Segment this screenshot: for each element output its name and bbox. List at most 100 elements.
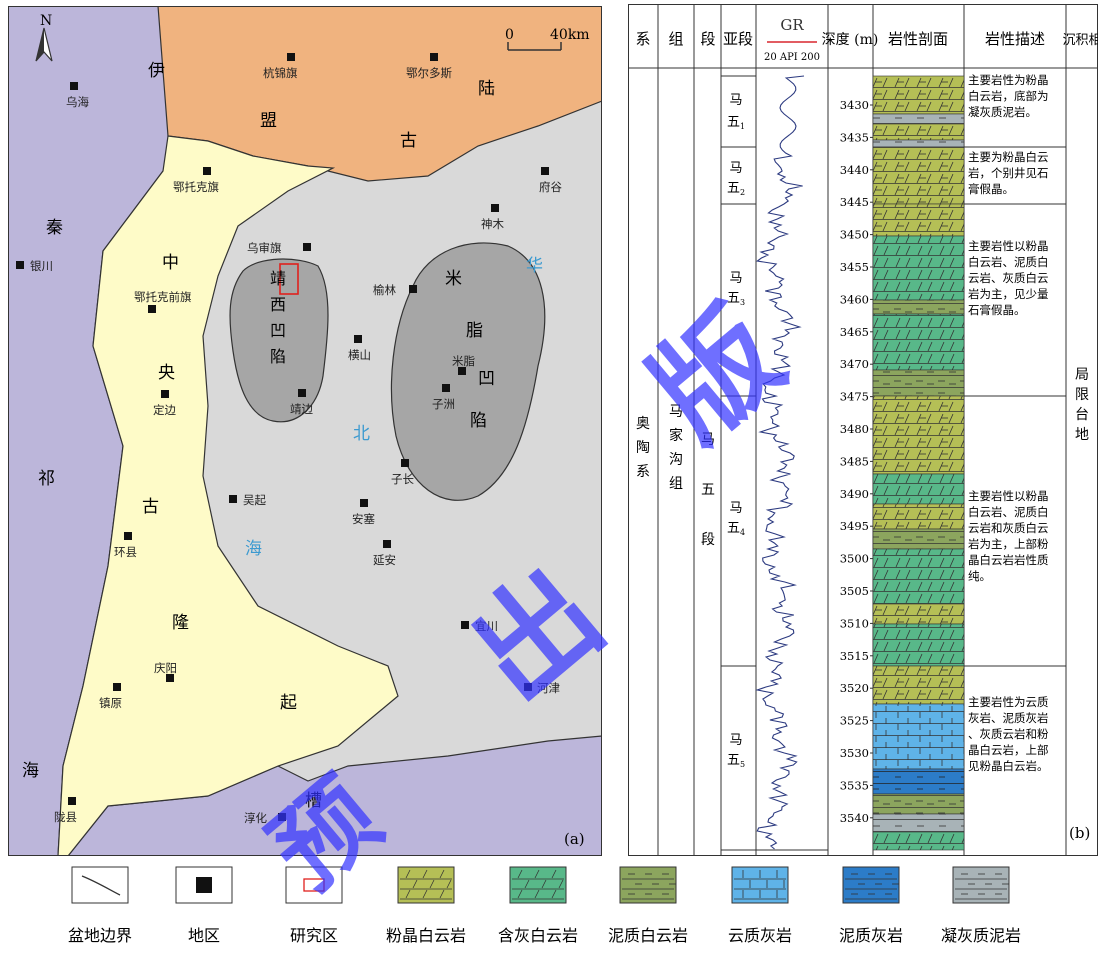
city-label: 吴起	[243, 493, 266, 507]
lithology-bed	[872, 603, 965, 625]
region-char: 米	[445, 269, 462, 289]
lithology-bed	[872, 623, 965, 667]
legend-item: 地区	[175, 866, 233, 945]
header-duan: 段	[700, 30, 715, 48]
region-char: 盟	[260, 111, 277, 131]
city-marker-icon	[161, 390, 169, 398]
city-label: 庆阳	[154, 661, 177, 675]
strat-name-char: 组	[669, 476, 683, 492]
depth-tick-label: 3490	[840, 487, 869, 501]
legend-item: 泥质白云岩	[608, 866, 688, 945]
lithology-bed	[872, 703, 965, 770]
legend-swatch-icon	[285, 866, 343, 904]
city-marker-icon	[383, 540, 391, 548]
header-profile: 岩性剖面	[888, 30, 948, 48]
lithology-profile	[872, 75, 965, 851]
lithology-description-line: 、灰质云岩和粉	[968, 727, 1049, 741]
city-marker-icon	[203, 167, 211, 175]
lithology-bed	[872, 395, 965, 475]
facies-char: 局	[1075, 367, 1089, 383]
legend-label: 盆地边界	[68, 926, 132, 945]
legend-item: 含灰白云岩	[498, 866, 578, 945]
region-char-blue: 海	[245, 539, 262, 559]
central-ancient-uplift	[57, 135, 399, 856]
lithology-description-line: 主要岩性为云质	[968, 695, 1049, 709]
lithology-bed	[872, 503, 965, 530]
city-marker-icon	[409, 285, 417, 293]
depth-tick-label: 3440	[840, 163, 869, 177]
city-marker-icon	[491, 204, 499, 212]
legend-label: 粉晶白云岩	[386, 926, 466, 945]
legend-item: 凝灰质泥岩	[941, 866, 1021, 945]
lithology-bed	[872, 299, 965, 315]
study-area-box	[279, 263, 299, 295]
city-marker-icon	[287, 53, 295, 61]
jingxi-label: 靖西凹陷	[270, 269, 286, 366]
legend-label: 地区	[188, 926, 220, 945]
lithology-bed	[872, 813, 965, 833]
region-char: 隆	[172, 613, 189, 633]
region-char: 海	[22, 761, 39, 781]
city-label: 河津	[537, 681, 560, 695]
legend-swatch-icon	[842, 866, 900, 904]
city-label: 神木	[481, 217, 504, 231]
lithology-bed	[872, 528, 965, 550]
city-label: 环县	[114, 545, 137, 559]
city-marker-icon	[16, 261, 24, 269]
subsection-label: 马	[729, 93, 742, 108]
city-marker-icon	[70, 82, 78, 90]
scale-bar	[507, 42, 562, 51]
lithology-description-line: 云岩和灰质白云	[968, 521, 1049, 535]
subsection-label: 马	[729, 161, 742, 176]
lithology-description-line: 白云岩，底部为	[968, 89, 1049, 103]
column-panel-label: (b)	[1069, 824, 1090, 842]
city-label: 乌海	[66, 95, 89, 109]
mizhi-depression	[390, 242, 546, 501]
gr-log-curve	[755, 75, 805, 850]
legend-swatch-icon	[397, 866, 455, 904]
depth-tick-label: 3470	[840, 357, 869, 371]
depth-tick-label: 3455	[840, 260, 869, 274]
city-marker-icon	[124, 532, 132, 540]
depth-tick-label: 3510	[840, 616, 869, 630]
region-char: 央	[158, 363, 175, 383]
legend-item: 泥质灰岩	[839, 866, 903, 945]
strat-name-char: 系	[636, 464, 650, 480]
lithology-description-line: 主要岩性以粉晶	[968, 239, 1049, 253]
lithology-description-line: 岩为主，上部粉	[968, 537, 1049, 551]
strat-name-char: 马	[669, 404, 683, 420]
stratigraphic-column-panel: 系 组 段 亚段 GR 20 API 200 深度 (m) 岩性剖面 岩性描述 …	[628, 4, 1101, 856]
city-marker-icon	[166, 674, 174, 682]
city-label: 鄂尔多斯	[406, 66, 452, 80]
city-label: 鄂托克旗	[173, 180, 219, 194]
region-char: 凹	[478, 369, 495, 389]
subsection-label: 马	[729, 501, 742, 516]
facies-char: 台	[1075, 407, 1089, 423]
depth-tick-label: 3530	[840, 746, 869, 760]
lithology-description-line: 膏假晶。	[968, 182, 1014, 196]
lithology-description-line: 见粉晶白云岩。	[968, 759, 1049, 773]
legend-label: 凝灰质泥岩	[941, 926, 1021, 945]
region-char: 中	[162, 253, 179, 273]
depth-tick-label: 3430	[840, 98, 869, 112]
region-char: 秦	[46, 218, 63, 238]
paleogeography-map: N 0 40km 伊 盟 陆 古 秦 祁 海 中 央 古 隆 起 槽 华 北 海…	[8, 6, 602, 856]
lithology-description-line: 白云岩、泥质白	[968, 505, 1049, 519]
city-label: 子洲	[432, 397, 455, 411]
lithology-description-line: 主要岩性为粉晶	[968, 73, 1049, 87]
lithology-bed	[872, 75, 965, 115]
city-marker-icon	[68, 797, 76, 805]
header-desc: 岩性描述	[985, 30, 1045, 48]
region-char-blue: 华	[526, 256, 543, 276]
depth-tick-label: 3520	[840, 681, 869, 695]
lithology-description-line: 岩，个别井见石	[968, 166, 1049, 180]
legend-label: 泥质白云岩	[608, 926, 688, 945]
depth-tick-label: 3500	[840, 552, 869, 566]
legend-item: 研究区	[285, 866, 343, 945]
depth-tick-label: 3495	[840, 519, 869, 533]
city-marker-icon	[430, 53, 438, 61]
facies-char: 限	[1075, 387, 1089, 403]
legend-swatch-icon	[619, 866, 677, 904]
header-gr-scale: 20 API 200	[764, 52, 820, 63]
lithology-description-line: 灰岩、泥质灰岩	[968, 711, 1049, 725]
